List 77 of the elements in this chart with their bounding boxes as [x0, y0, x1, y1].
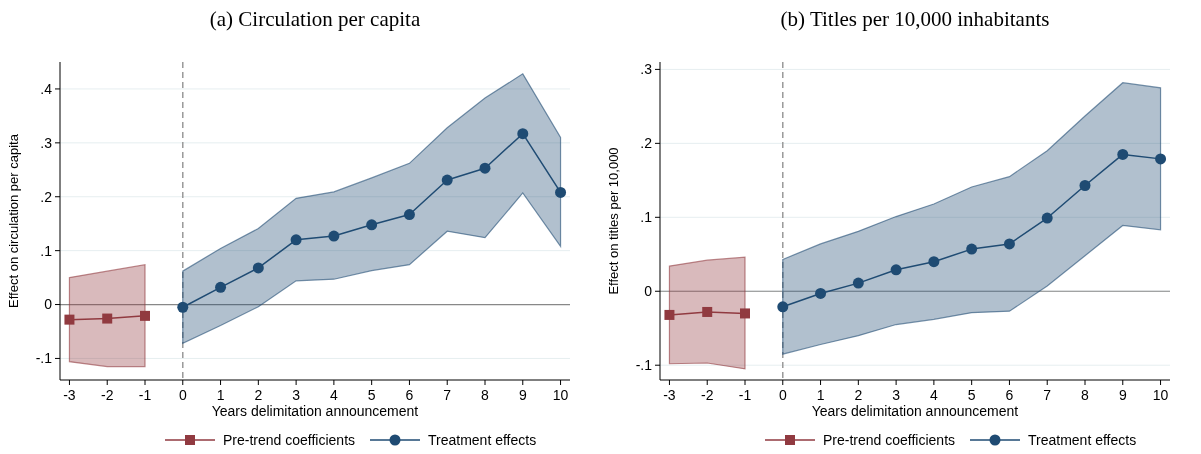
y-tick-label: 0	[644, 283, 653, 300]
x-tick-label: 6	[1005, 387, 1014, 403]
point	[441, 174, 453, 186]
legend-label: Pre-trend coefficients	[223, 431, 356, 448]
x-tick-label: -2	[701, 387, 714, 403]
y-tick-label: -.1	[635, 357, 653, 374]
legend-label: Pre-trend coefficients	[823, 431, 956, 448]
y-axis-title: Effect on circulation per capita	[6, 133, 21, 308]
y-tick-label: .3	[40, 134, 53, 151]
x-tick-label: -1	[738, 387, 752, 403]
x-tick-label: 3	[892, 387, 901, 403]
x-tick-label: 7	[1043, 387, 1052, 403]
x-axis-title: Years delimitation announcement	[811, 403, 1019, 419]
y-axis-title: Effect on titles per 10,000	[606, 147, 621, 295]
x-tick-label: 4	[329, 387, 338, 403]
point	[328, 230, 340, 242]
y-tick-label: .2	[640, 135, 653, 152]
x-tick-label: 2	[254, 387, 263, 403]
point	[852, 277, 864, 289]
point	[366, 219, 378, 231]
point	[664, 309, 675, 320]
y-tick-label: 0	[44, 296, 53, 313]
point	[815, 287, 827, 299]
x-axis-title: Years delimitation announcement	[211, 403, 419, 419]
chart-title: (a) Circulation per capita	[209, 7, 421, 31]
x-tick-label: -3	[63, 387, 76, 403]
point	[140, 310, 150, 321]
x-tick-label: 5	[367, 387, 376, 403]
y-tick-label: -.1	[35, 350, 53, 367]
point	[517, 128, 529, 140]
x-tick-label: 2	[854, 387, 863, 403]
x-tick-label: 3	[292, 387, 301, 403]
point	[252, 262, 264, 274]
x-tick-label: 10	[552, 387, 569, 403]
y-tick-label: .3	[640, 61, 653, 78]
point	[1117, 148, 1129, 160]
point	[702, 306, 713, 317]
point	[102, 313, 113, 324]
point	[177, 301, 189, 313]
x-tick-label: 8	[481, 387, 490, 403]
chart-title: (b) Titles per 10,000 inhabitants	[780, 7, 1050, 31]
y-tick-label: .2	[40, 188, 53, 205]
point	[740, 308, 750, 319]
point	[1079, 180, 1091, 191]
x-tick-label: 10	[1152, 387, 1169, 403]
x-tick-label: 1	[216, 387, 225, 403]
x-tick-label: 1	[816, 387, 825, 403]
point	[777, 301, 789, 313]
point	[290, 234, 302, 246]
point	[215, 281, 227, 293]
point	[928, 256, 940, 268]
legend-label: Treatment effects	[428, 431, 537, 448]
x-tick-label: -3	[663, 387, 676, 403]
x-tick-label: 4	[929, 387, 938, 403]
y-tick-label: .1	[40, 242, 53, 259]
point	[890, 264, 902, 276]
x-tick-label: 8	[1081, 387, 1090, 403]
x-tick-label: 6	[405, 387, 414, 403]
point	[479, 162, 491, 174]
point	[1155, 153, 1167, 165]
point	[64, 314, 75, 325]
point	[1003, 238, 1015, 250]
point	[1041, 212, 1053, 224]
x-tick-label: -2	[101, 387, 114, 403]
x-tick-label: 7	[443, 387, 452, 403]
point	[403, 209, 415, 221]
point	[966, 243, 978, 255]
x-tick-label: 0	[178, 387, 187, 403]
y-tick-label: .4	[40, 80, 53, 97]
legend-label: Treatment effects	[1028, 431, 1137, 448]
x-tick-label: 9	[1118, 387, 1127, 403]
point	[555, 186, 567, 198]
x-tick-label: 5	[967, 387, 976, 403]
x-tick-label: 9	[518, 387, 527, 403]
x-tick-label: 0	[778, 387, 787, 403]
x-tick-label: -1	[138, 387, 152, 403]
y-tick-label: .1	[640, 209, 653, 226]
